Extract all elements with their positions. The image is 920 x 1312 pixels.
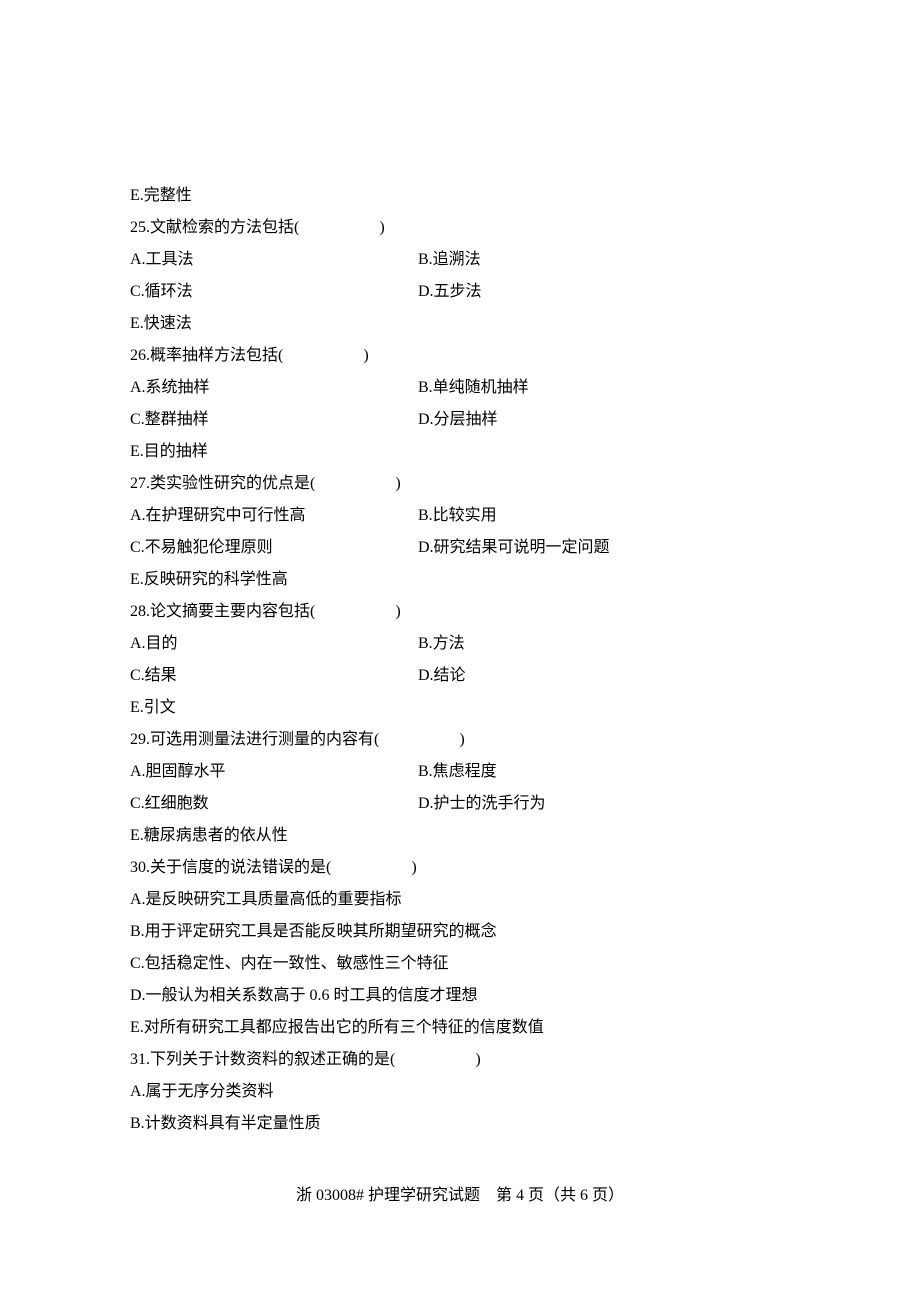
options-row: A.工具法 B.追溯法 bbox=[130, 244, 790, 276]
option-a: A.目的 bbox=[130, 628, 418, 660]
option-d: D.结论 bbox=[418, 660, 790, 692]
question-28: 28.论文摘要主要内容包括( ) bbox=[130, 596, 790, 628]
option-a: A.工具法 bbox=[130, 244, 418, 276]
options-row: A.在护理研究中可行性高 B.比较实用 bbox=[130, 500, 790, 532]
question-27: 27.类实验性研究的优点是( ) bbox=[130, 468, 790, 500]
question-26: 26.概率抽样方法包括( ) bbox=[130, 340, 790, 372]
options-row: C.红细胞数 D.护士的洗手行为 bbox=[130, 788, 790, 820]
option-b: B.用于评定研究工具是否能反映其所期望研究的概念 bbox=[130, 916, 790, 948]
option-e: E.引文 bbox=[130, 692, 790, 724]
option-a: A.属于无序分类资料 bbox=[130, 1076, 790, 1108]
option-d: D.研究结果可说明一定问题 bbox=[418, 532, 790, 564]
option-c: C.红细胞数 bbox=[130, 788, 418, 820]
question-29: 29.可选用测量法进行测量的内容有( ) bbox=[130, 724, 790, 756]
option-b: B.焦虑程度 bbox=[418, 756, 790, 788]
option-c: C.不易触犯伦理原则 bbox=[130, 532, 418, 564]
option-e: E.糖尿病患者的依从性 bbox=[130, 820, 790, 852]
option-e: E.对所有研究工具都应报告出它的所有三个特征的信度数值 bbox=[130, 1012, 790, 1044]
option-d: D.五步法 bbox=[418, 276, 790, 308]
option-d: D.护士的洗手行为 bbox=[418, 788, 790, 820]
option-e: E.完整性 bbox=[130, 180, 790, 212]
options-row: C.不易触犯伦理原则 D.研究结果可说明一定问题 bbox=[130, 532, 790, 564]
question-31: 31.下列关于计数资料的叙述正确的是( ) bbox=[130, 1044, 790, 1076]
option-e: E.反映研究的科学性高 bbox=[130, 564, 790, 596]
options-row: A.胆固醇水平 B.焦虑程度 bbox=[130, 756, 790, 788]
option-a: A.系统抽样 bbox=[130, 372, 418, 404]
question-content: E.完整性 25.文献检索的方法包括( ) A.工具法 B.追溯法 C.循环法 … bbox=[130, 180, 790, 1140]
option-c: C.包括稳定性、内在一致性、敏感性三个特征 bbox=[130, 948, 790, 980]
option-d: D.分层抽样 bbox=[418, 404, 790, 436]
option-d: D.一般认为相关系数高于 0.6 时工具的信度才理想 bbox=[130, 980, 790, 1012]
question-25: 25.文献检索的方法包括( ) bbox=[130, 212, 790, 244]
options-row: C.结果 D.结论 bbox=[130, 660, 790, 692]
option-e: E.快速法 bbox=[130, 308, 790, 340]
option-c: C.循环法 bbox=[130, 276, 418, 308]
options-row: C.循环法 D.五步法 bbox=[130, 276, 790, 308]
option-a: A.是反映研究工具质量高低的重要指标 bbox=[130, 884, 790, 916]
option-a: A.胆固醇水平 bbox=[130, 756, 418, 788]
option-c: C.结果 bbox=[130, 660, 418, 692]
option-b: B.比较实用 bbox=[418, 500, 790, 532]
options-row: C.整群抽样 D.分层抽样 bbox=[130, 404, 790, 436]
options-row: A.目的 B.方法 bbox=[130, 628, 790, 660]
question-30: 30.关于信度的说法错误的是( ) bbox=[130, 852, 790, 884]
option-a: A.在护理研究中可行性高 bbox=[130, 500, 418, 532]
option-b: B.单纯随机抽样 bbox=[418, 372, 790, 404]
option-b: B.计数资料具有半定量性质 bbox=[130, 1108, 790, 1140]
options-row: A.系统抽样 B.单纯随机抽样 bbox=[130, 372, 790, 404]
page-footer: 浙 03008# 护理学研究试题 第 4 页（共 6 页） bbox=[130, 1180, 790, 1212]
option-b: B.追溯法 bbox=[418, 244, 790, 276]
option-e: E.目的抽样 bbox=[130, 436, 790, 468]
option-c: C.整群抽样 bbox=[130, 404, 418, 436]
option-b: B.方法 bbox=[418, 628, 790, 660]
